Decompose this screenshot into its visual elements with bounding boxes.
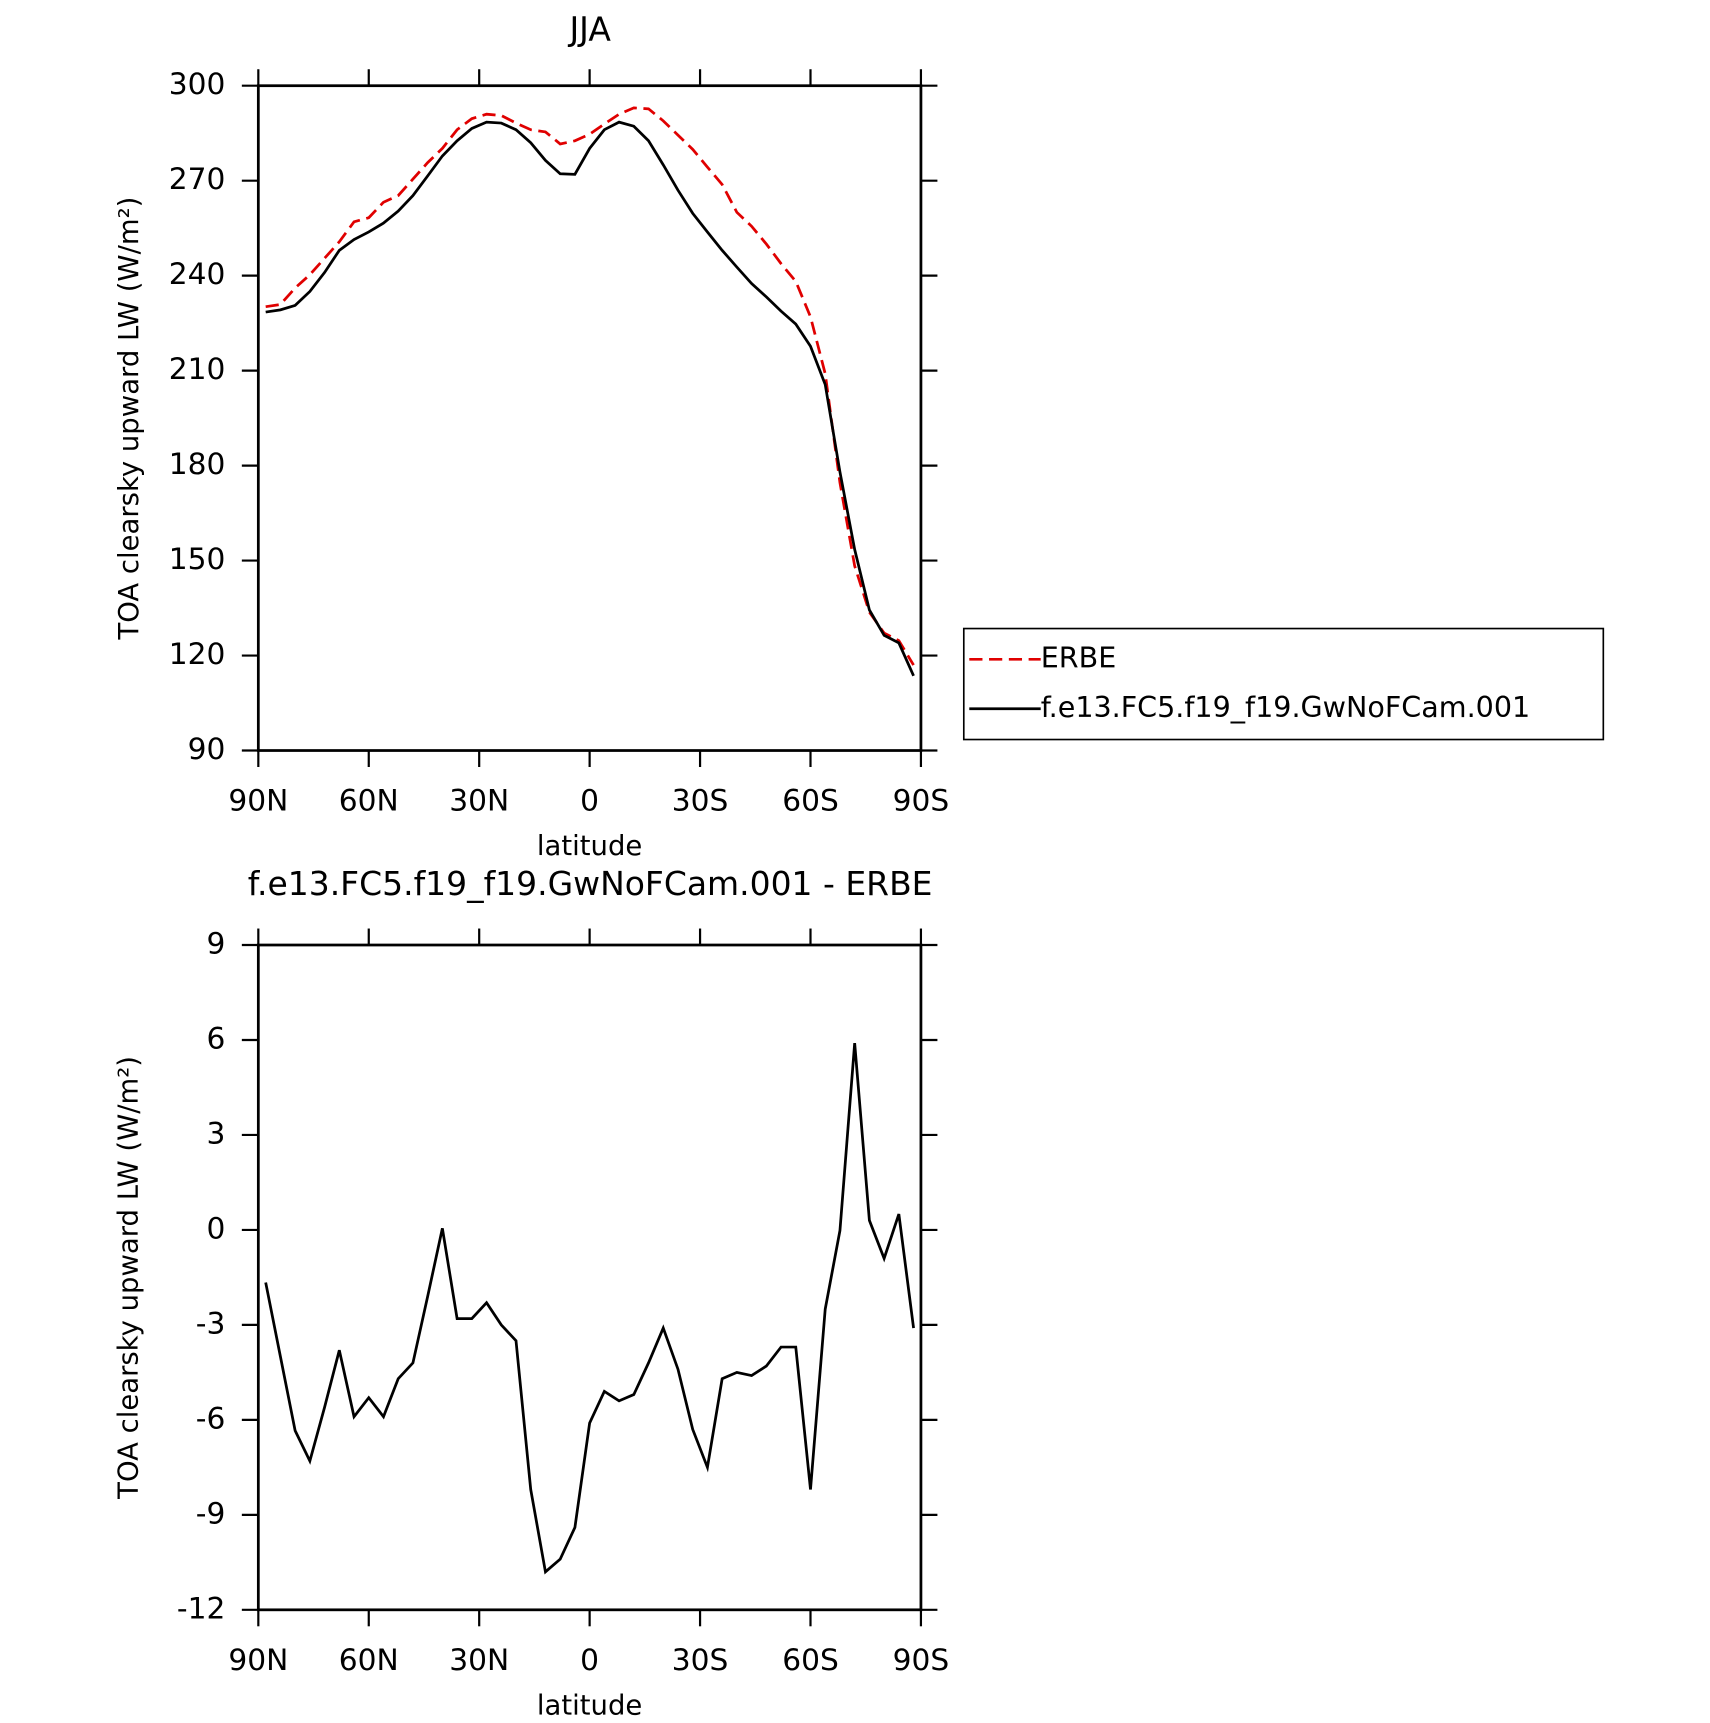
x-tick-label: 90S: [893, 783, 950, 818]
y-tick-label: 90: [188, 731, 226, 766]
x-tick-label: 60N: [339, 783, 399, 818]
y-tick-label: 300: [169, 66, 226, 101]
legend-box: [962, 627, 1605, 741]
y-axis-label: TOA clearsky upward LW (W/m²): [114, 197, 145, 641]
x-tick-label: 60S: [782, 783, 839, 818]
x-tick-label: 30S: [672, 1642, 729, 1677]
x-tick-label: 90S: [893, 1642, 950, 1677]
y-tick-label: -9: [196, 1495, 226, 1530]
series-line: [264, 1043, 915, 1575]
y-tick-label: -12: [177, 1590, 225, 1625]
plot-frame: [256, 84, 923, 752]
y-tick-label: -6: [196, 1400, 226, 1435]
x-tick-label: 30S: [672, 783, 729, 818]
y-tick-label: 9: [206, 926, 225, 961]
x-tick-label: 0: [580, 783, 599, 818]
x-tick-label: 90N: [228, 783, 288, 818]
legend-label: ERBE: [1041, 640, 1117, 674]
y-tick-label: -3: [196, 1305, 226, 1340]
y-tick-label: 270: [169, 161, 226, 196]
series-line: [265, 120, 915, 677]
chart-title: JJA: [567, 9, 611, 48]
x-axis-label: latitude: [537, 831, 642, 862]
y-tick-label: 150: [169, 541, 226, 576]
y-tick-label: 6: [206, 1020, 225, 1055]
x-tick-label: 30N: [449, 783, 509, 818]
plot-frame: [256, 943, 923, 1612]
series-line: [265, 106, 915, 666]
x-tick-label: 0: [580, 1642, 599, 1677]
chart: f.e13.FC5.f19_f19.GwNoFCam.001 - ERBE -12…: [114, 864, 949, 1721]
y-tick-label: 180: [169, 446, 226, 481]
y-tick-label: 3: [206, 1115, 225, 1150]
chart: JJA 90 120 150 180 210 240 270 300 90N 60N 30N 0 30S 6…: [114, 9, 1605, 862]
x-tick-label: 90N: [228, 1642, 288, 1677]
y-tick-label: 0: [206, 1210, 225, 1245]
chart-title: f.e13.FC5.f19_f19.GwNoFCam.001 - ERBE: [248, 864, 933, 903]
y-tick-label: 240: [169, 256, 226, 291]
x-axis-label: latitude: [537, 1691, 642, 1722]
x-tick-label: 30N: [449, 1642, 509, 1677]
legend-label: f.e13.FC5.f19_f19.GwNoFCam.001: [1041, 690, 1530, 724]
y-tick-label: 120: [169, 636, 226, 671]
x-tick-label: 60N: [339, 1642, 399, 1677]
y-axis-label: TOA clearsky upward LW (W/m²): [114, 1056, 145, 1500]
x-tick-label: 60S: [782, 1642, 839, 1677]
y-tick-label: 210: [169, 351, 226, 386]
